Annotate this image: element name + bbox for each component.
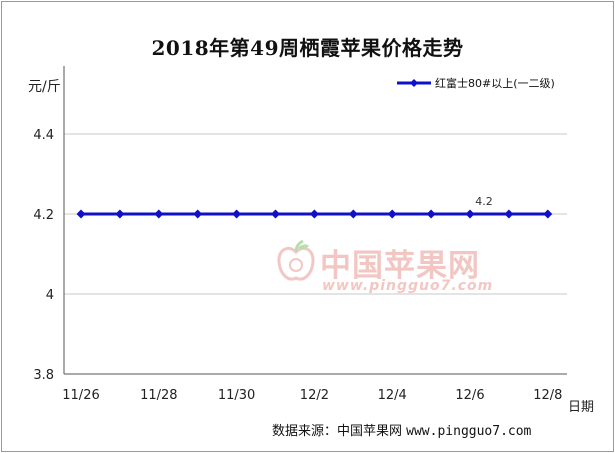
x-tick-label: 11/30 bbox=[218, 388, 255, 403]
y-axis-unit-label: 元/斤 bbox=[28, 79, 61, 95]
data-point bbox=[154, 209, 164, 219]
legend-series-label: 红富士80#以上(一二级) bbox=[435, 77, 555, 90]
data-point bbox=[387, 209, 397, 219]
x-tick-label: 12/6 bbox=[455, 388, 484, 403]
data-source-label: 数据来源：中国苹果网 bbox=[272, 424, 403, 439]
x-tick-label: 12/2 bbox=[300, 388, 329, 403]
data-point bbox=[465, 209, 475, 219]
y-tick-label: 3.8 bbox=[33, 368, 54, 383]
data-point bbox=[348, 209, 358, 219]
x-axis-label: 日期 bbox=[568, 400, 595, 415]
data-source: 数据来源：中国苹果网 www.pingguo7.com bbox=[272, 420, 531, 439]
x-tick-label: 11/28 bbox=[140, 388, 177, 403]
data-point bbox=[426, 209, 436, 219]
data-source-url: www.pingguo7.com bbox=[406, 424, 532, 439]
data-label: 4.2 bbox=[475, 195, 493, 208]
data-point bbox=[271, 209, 280, 219]
data-point bbox=[115, 209, 125, 219]
y-tick-label: 4.2 bbox=[33, 208, 54, 223]
data-point bbox=[232, 209, 242, 219]
data-point bbox=[193, 209, 203, 219]
x-tick-label: 11/26 bbox=[62, 388, 99, 403]
data-point bbox=[504, 209, 514, 219]
x-tick-label: 12/8 bbox=[533, 388, 562, 403]
data-point bbox=[543, 209, 553, 219]
y-tick-label: 4.4 bbox=[33, 128, 54, 143]
data-point bbox=[76, 209, 86, 219]
data-point bbox=[309, 209, 319, 219]
legend: 红富士80#以上(一二级) bbox=[397, 75, 555, 91]
x-tick-label: 12/4 bbox=[378, 388, 407, 403]
legend-line-marker-icon bbox=[397, 79, 431, 87]
chart-title: 2018年第49周栖霞苹果价格走势 bbox=[151, 36, 464, 60]
y-tick-label: 4 bbox=[46, 288, 54, 303]
